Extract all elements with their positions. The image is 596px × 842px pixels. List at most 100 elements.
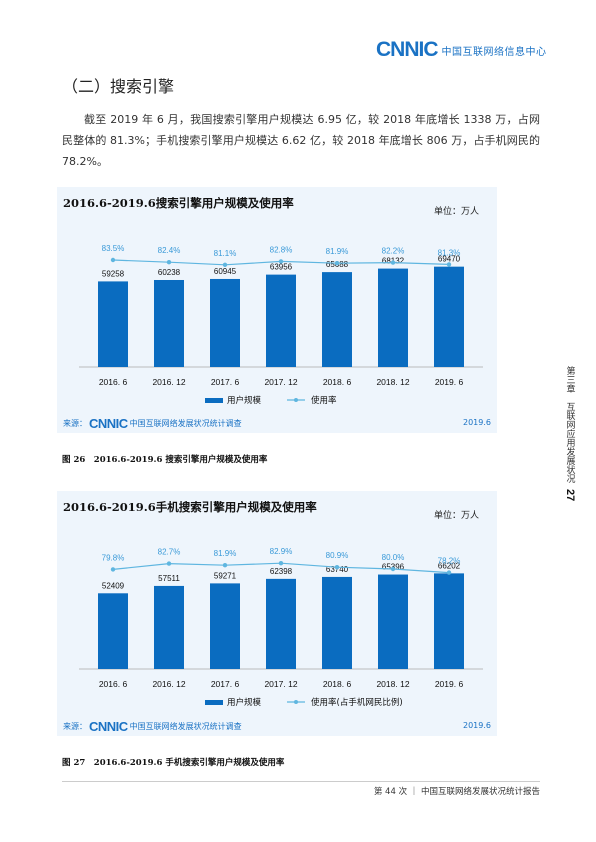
rate-point <box>390 260 396 265</box>
x-tick-label: 2018. 12 <box>376 679 409 689</box>
bar <box>98 593 128 669</box>
x-tick-label: 2017. 12 <box>264 679 297 689</box>
bar <box>322 576 352 669</box>
rate-point <box>166 561 172 566</box>
chart-2: 52409 2016. 6 57511 2016. 12 59271 2017. 6 623… <box>79 547 483 708</box>
x-tick-label: 2018. 12 <box>376 377 409 387</box>
bar <box>434 573 464 669</box>
source-text: 中国互联网络发展状况统计调查 <box>129 419 242 428</box>
source-logo-mark: CNNIC <box>89 416 128 431</box>
bar-value-label: 62398 <box>270 567 293 576</box>
x-tick-label: 2019. 6 <box>435 679 464 689</box>
rate-label: 81.9% <box>214 549 237 558</box>
page-number: 27 <box>564 489 576 502</box>
legend-bar-swatch <box>205 398 223 403</box>
bar <box>378 268 408 367</box>
section-title: （二）搜索引擎 <box>62 77 175 96</box>
rate-label: 83.5% <box>102 244 125 253</box>
rate-point <box>390 566 396 572</box>
legend-bar-swatch <box>205 700 223 705</box>
footer-divider <box>62 781 540 782</box>
x-tick-label: 2016. 6 <box>99 679 128 689</box>
x-tick-label: 2017. 6 <box>211 377 240 387</box>
bar-value-label: 60945 <box>214 267 237 276</box>
rate-label: 82.2% <box>382 247 405 256</box>
bar-value-label: 63740 <box>326 565 349 574</box>
x-tick-label: 2016. 6 <box>99 377 128 387</box>
chapter-label: 第三章 互联网应用发展状况 <box>564 366 575 483</box>
rate-label: 80.9% <box>326 551 349 560</box>
figure-caption-26: 图 26 2016.6-2019.6 搜索引擎用户规模及使用率 <box>62 455 268 465</box>
x-tick-label: 2018. 6 <box>323 377 352 387</box>
rate-label: 82.9% <box>270 547 293 556</box>
intro-paragraph: 截至 2019 年 6 月，我国搜索引擎用户规模达 6.95 亿，较 2018 … <box>62 113 540 168</box>
bar-value-label: 69470 <box>438 255 461 264</box>
chart-panel-1: 2016.6-2019.6搜索引擎用户规模及使用率 单位：万人 59258 201… <box>57 187 497 433</box>
legend-bar-label: 用户规模 <box>227 395 262 406</box>
rate-point <box>334 565 340 570</box>
rate-point <box>446 570 452 575</box>
bar <box>210 278 240 367</box>
source-date: 2019.6 <box>463 418 491 427</box>
chapter-side-label: 第三章 互联网应用发展状况 27 <box>563 366 577 501</box>
source-prefix: 来源： <box>63 722 87 731</box>
bar-value-label: 63956 <box>270 263 293 272</box>
source-text: 中国互联网络发展状况统计调查 <box>129 722 242 731</box>
rate-label: 79.8% <box>102 553 125 562</box>
bar <box>322 272 352 367</box>
source-prefix: 来源： <box>63 419 87 428</box>
bar <box>98 281 128 367</box>
x-tick-label: 2017. 12 <box>264 377 297 387</box>
bar-value-label: 66202 <box>438 561 461 570</box>
legend-line-marker <box>294 398 298 402</box>
legend-line-label: 使用率(占手机网民比例) <box>311 697 403 708</box>
logo-text: 中国互联网络信息中心 <box>441 46 547 58</box>
rate-point <box>166 260 172 265</box>
legend-bar-label: 用户规模 <box>227 697 262 708</box>
rate-label: 78.2% <box>438 557 461 566</box>
bar-value-label: 59258 <box>102 269 125 278</box>
bar-value-label: 52409 <box>102 581 125 590</box>
x-tick-label: 2016. 12 <box>152 679 185 689</box>
bar-value-label: 60238 <box>158 268 181 277</box>
chart-title: 2016.6-2019.6搜索引擎用户规模及使用率 <box>63 196 294 210</box>
cnnic-logo: CNNIC 中国互联网络信息中心 <box>376 38 547 62</box>
legend-line-label: 使用率 <box>311 395 337 406</box>
figure-caption-27: 图 27 2016.6-2019.6 手机搜索引擎用户规模及使用率 <box>62 758 285 768</box>
rate-label: 80.0% <box>382 553 405 562</box>
rate-point <box>334 261 340 266</box>
bar <box>154 585 184 669</box>
chart-panel-2: 2016.6-2019.6手机搜索引擎用户规模及使用率 单位：万人 52409 2… <box>57 491 497 736</box>
legend-line-marker <box>294 700 298 704</box>
source-line: 来源： CNNIC 中国互联网络发展状况统计调查 <box>63 416 242 431</box>
source-date: 2019.6 <box>463 721 491 730</box>
rate-point <box>222 262 228 267</box>
chart-title: 2016.6-2019.6手机搜索引擎用户规模及使用率 <box>63 500 317 514</box>
source-line: 来源： CNNIC 中国互联网络发展状况统计调查 <box>63 719 242 734</box>
rate-point <box>110 257 116 263</box>
bar <box>378 574 408 669</box>
x-tick-label: 2017. 6 <box>211 679 240 689</box>
bar <box>434 266 464 367</box>
chart-1: 59258 2016. 6 60238 2016. 12 60945 2017. 6 639… <box>79 244 483 406</box>
rate-label: 81.3% <box>438 248 461 257</box>
rate-label: 81.1% <box>214 249 237 258</box>
rate-point <box>278 561 284 566</box>
footer-text: 第 44 次 ｜ 中国互联网络发展状况统计报告 <box>373 787 540 797</box>
rate-label: 82.7% <box>158 548 181 557</box>
chart-unit: 单位：万人 <box>433 207 479 217</box>
x-tick-label: 2019. 6 <box>435 377 464 387</box>
logo-mark: CNNIC <box>376 38 438 61</box>
rate-point <box>446 262 452 267</box>
bar <box>154 279 184 367</box>
bar <box>266 578 296 669</box>
rate-label: 82.8% <box>270 245 293 254</box>
x-tick-label: 2018. 6 <box>323 679 352 689</box>
bar-value-label: 59271 <box>214 571 237 580</box>
rate-point <box>278 259 284 264</box>
bar <box>210 583 240 669</box>
chart-unit: 单位：万人 <box>433 511 479 521</box>
bar <box>266 274 296 367</box>
bar-value-label: 57511 <box>158 574 180 583</box>
source-logo-mark: CNNIC <box>89 719 128 734</box>
